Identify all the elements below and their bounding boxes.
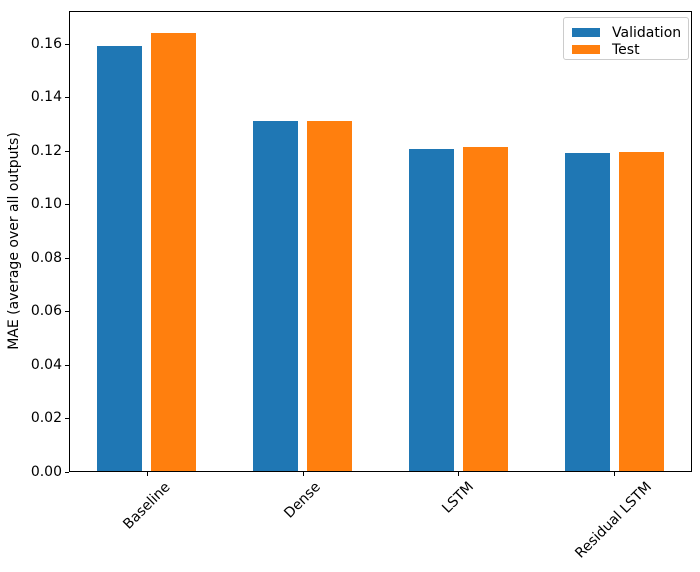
bar-validation-residual-lstm [565, 153, 610, 472]
y-tick-mark [65, 97, 69, 98]
y-tick-label: 0.10 [30, 196, 62, 212]
legend-label-test: Test [612, 41, 640, 58]
y-tick-mark [65, 258, 69, 259]
legend-swatch-validation-icon [572, 28, 600, 37]
y-tick-mark [65, 151, 69, 152]
x-tick-label-dense: Dense [281, 479, 324, 522]
y-tick-mark [65, 44, 69, 45]
y-tick-mark [65, 365, 69, 366]
legend: Validation Test [563, 17, 689, 60]
x-tick-mark [303, 472, 304, 476]
y-tick-mark [65, 418, 69, 419]
y-tick-label: 0.04 [30, 357, 62, 373]
y-tick-label: 0.12 [30, 143, 62, 159]
bar-validation-baseline [97, 46, 142, 472]
bar-test-baseline [151, 33, 196, 472]
legend-item-validation: Validation [572, 24, 682, 41]
bar-test-dense [307, 121, 352, 472]
y-tick-mark [65, 204, 69, 205]
x-tick-label-lstm: LSTM [439, 478, 478, 517]
y-tick-label: 0.08 [30, 250, 62, 266]
y-tick-label: 0.14 [30, 89, 62, 105]
bar-validation-dense [253, 121, 298, 472]
y-tick-label: 0.02 [30, 410, 62, 426]
y-tick-label: 0.16 [30, 36, 62, 52]
x-tick-mark [614, 472, 615, 476]
bar-validation-lstm [409, 149, 454, 472]
y-tick-label: 0.00 [30, 464, 62, 480]
x-tick-mark [458, 472, 459, 476]
bar-test-residual-lstm [619, 152, 664, 472]
legend-label-validation: Validation [612, 24, 682, 41]
y-tick-mark [65, 311, 69, 312]
plot-area [69, 11, 692, 472]
bar-test-lstm [463, 147, 508, 472]
legend-item-test: Test [572, 41, 680, 58]
x-tick-mark [147, 472, 148, 476]
legend-swatch-test-icon [572, 45, 600, 54]
x-tick-label-baseline: Baseline [120, 479, 174, 533]
x-tick-label-residual-lstm: Residual LSTM [572, 478, 655, 562]
y-tick-mark [65, 472, 69, 473]
y-tick-label: 0.06 [30, 303, 62, 319]
